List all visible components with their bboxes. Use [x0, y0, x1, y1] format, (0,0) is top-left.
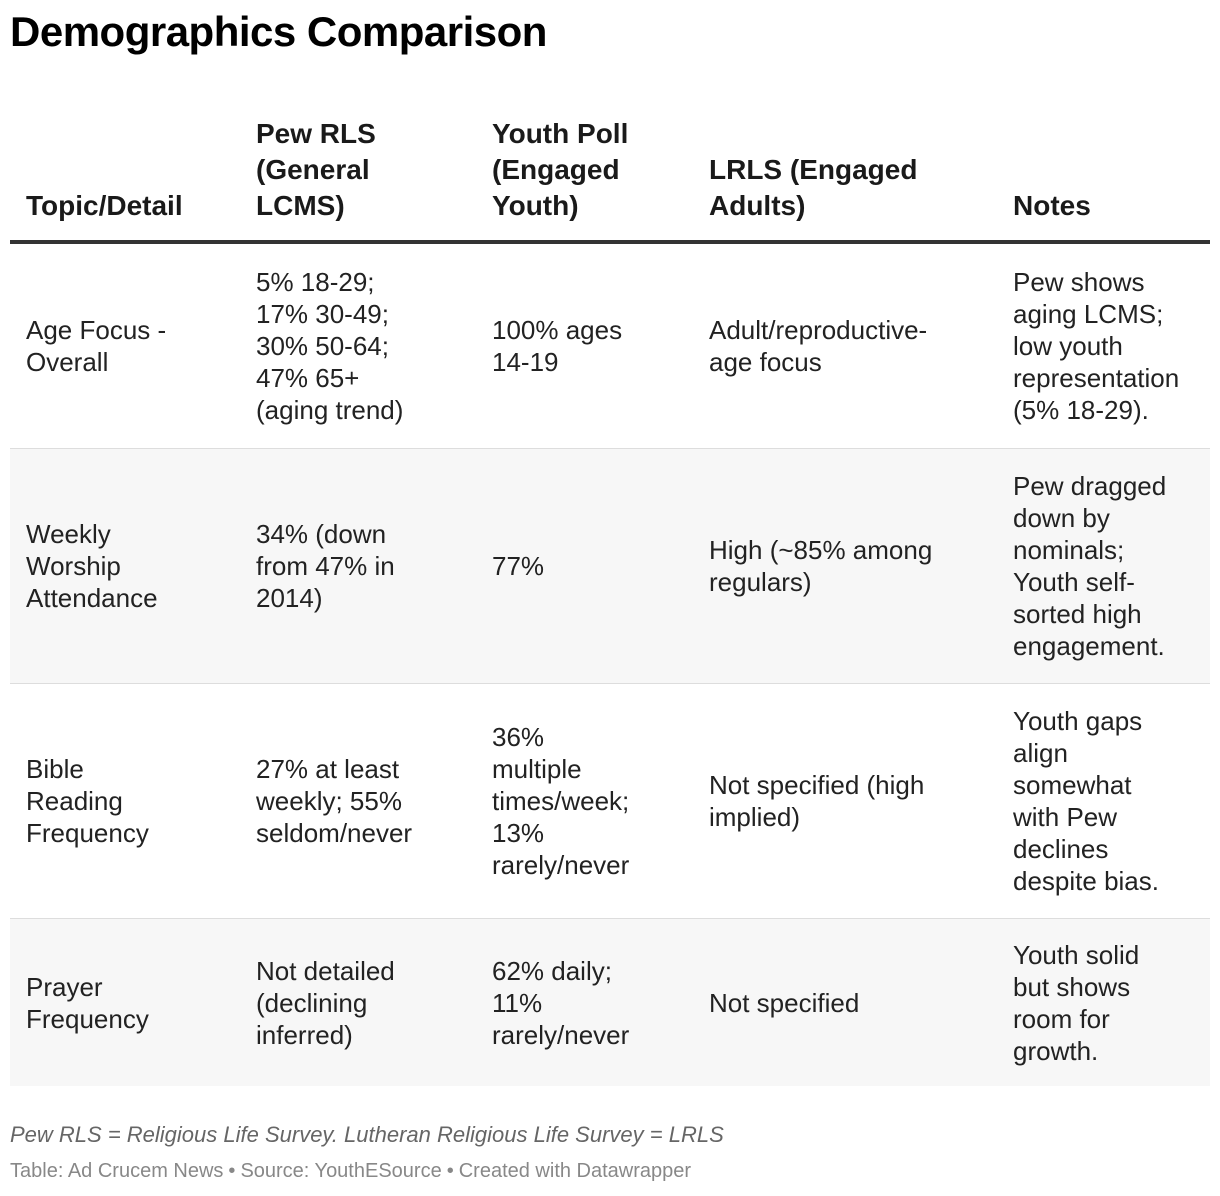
cell-pew: 27% at least weekly; 55% seldom/never — [240, 683, 476, 919]
cell-youth: 100% ages 14-19 — [476, 242, 693, 449]
cell-topic: Weekly Worship Attendance — [10, 448, 240, 684]
separator: • — [228, 1160, 236, 1182]
table-row: Prayer Frequency Not detailed (declining… — [10, 918, 1210, 1086]
cell-lrls: Not specified — [693, 918, 997, 1086]
cell-topic: Age Focus - Overall — [10, 242, 240, 449]
column-header-topic: Topic/Detail — [10, 110, 240, 244]
cell-notes: Pew dragged down by nominals; Youth self… — [997, 448, 1210, 684]
comparison-table-container: Topic/Detail Pew RLS (General LCMS) Yout… — [10, 110, 1210, 1086]
cell-youth: 36% multiple times/week; 13% rarely/neve… — [476, 683, 693, 919]
datawrapper-credit: Created with Datawrapper — [458, 1160, 692, 1182]
cell-pew: 34% (down from 47% in 2014) — [240, 448, 476, 684]
column-header-notes: Notes — [997, 110, 1210, 244]
cell-youth: 62% daily; 11% rarely/never — [476, 918, 693, 1086]
cell-topic: Bible Reading Frequency — [10, 683, 240, 919]
cell-notes: Youth gaps align somewhat with Pew decli… — [997, 683, 1210, 919]
cell-pew: Not detailed (declining inferred) — [240, 918, 476, 1086]
column-header-lrls: LRLS (Engaged Adults) — [693, 110, 997, 244]
source-credit: Source: YouthESource — [240, 1160, 442, 1182]
cell-notes: Pew shows aging LCMS; low youth represen… — [997, 242, 1210, 449]
table-row: Age Focus - Overall 5% 18-29; 17% 30-49;… — [10, 242, 1210, 449]
column-header-youth-poll: Youth Poll (Engaged Youth) — [476, 110, 693, 244]
column-header-pew-rls: Pew RLS (General LCMS) — [240, 110, 476, 244]
comparison-table: Topic/Detail Pew RLS (General LCMS) Yout… — [10, 110, 1210, 1086]
separator: • — [446, 1160, 454, 1182]
cell-lrls: High (~85% among regulars) — [693, 448, 997, 684]
table-row: Bible Reading Frequency 27% at least wee… — [10, 683, 1210, 919]
page-title: Demographics Comparison — [10, 8, 547, 55]
cell-lrls: Not specified (high implied) — [693, 683, 997, 919]
footnote: Pew RLS = Religious Life Survey. Luthera… — [10, 1122, 724, 1147]
credits-line: Table: Ad Crucem News • Source: YouthESour… — [10, 1160, 691, 1183]
cell-youth: 77% — [476, 448, 693, 684]
cell-pew: 5% 18-29; 17% 30-49; 30% 50-64; 47% 65+ … — [240, 242, 476, 449]
cell-notes: Youth solid but shows room for growth. — [997, 918, 1210, 1086]
cell-topic: Prayer Frequency — [10, 918, 240, 1086]
cell-lrls: Adult/reproductive- age focus — [693, 242, 997, 449]
table-credit: Table: Ad Crucem News — [10, 1160, 224, 1182]
table-row: Weekly Worship Attendance 34% (down from… — [10, 448, 1210, 684]
table-header-row: Topic/Detail Pew RLS (General LCMS) Yout… — [10, 110, 1210, 244]
